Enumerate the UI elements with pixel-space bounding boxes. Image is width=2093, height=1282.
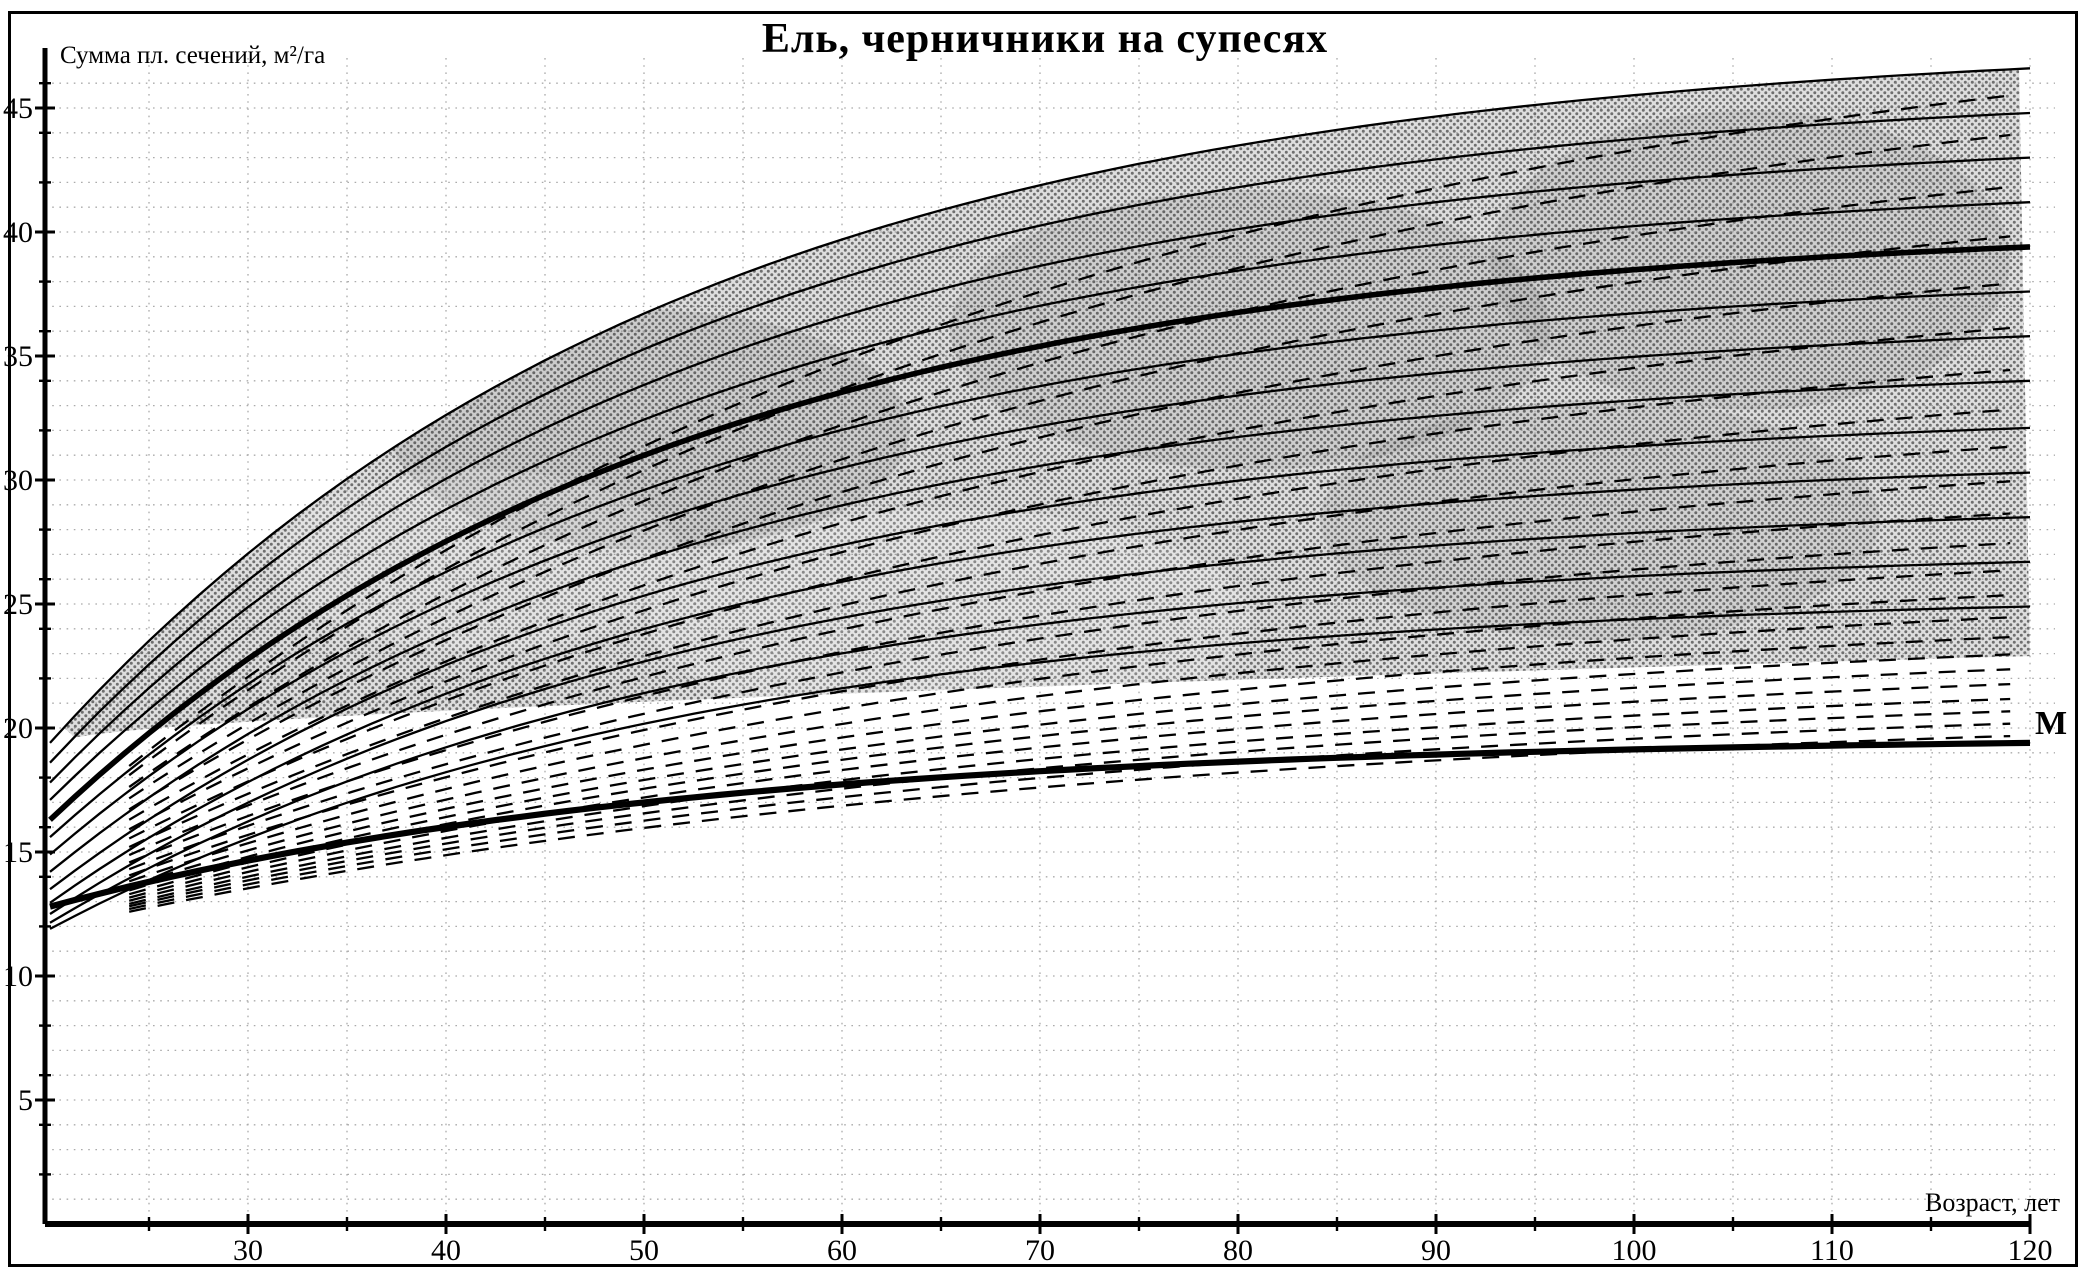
dashed-curve (128, 408, 2011, 840)
dashed-curve (128, 480, 2011, 857)
x-tick-label: 60 (827, 1234, 857, 1267)
mean-curve-upper (48, 244, 2031, 822)
solid-curve (49, 605, 2031, 930)
x-tick-label: 90 (1421, 1234, 1451, 1267)
solid-curve (49, 560, 2031, 924)
solid-curve (49, 290, 2031, 838)
solid-curve-family (49, 67, 2031, 930)
ticks (35, 81, 2032, 1234)
solid-curve (49, 471, 2031, 904)
dashed-curve (128, 616, 2011, 888)
dashed-curve (128, 368, 2011, 831)
dashed-curve (128, 235, 2011, 800)
y-tick-label: 5 (18, 1084, 33, 1117)
dashed-curve (128, 697, 2011, 906)
solid-curve (49, 111, 2031, 764)
dashed-curve (128, 722, 2011, 911)
mean-curve-m (49, 739, 2031, 910)
y-axis-label: Сумма пл. сечений, м²/га (60, 42, 326, 69)
dashed-curve (128, 653, 2011, 896)
figure-border (8, 11, 2078, 1267)
solid-curve (49, 516, 2031, 915)
dashed-curve (128, 710, 2011, 908)
solid-curve (49, 379, 2031, 873)
solid-curve (49, 156, 2031, 784)
solid-curve (49, 335, 2031, 856)
axes (42, 48, 2030, 1227)
x-tick-label: 120 (2008, 1234, 2053, 1267)
shaded-band (63, 68, 2030, 738)
solid-curve (49, 426, 2031, 891)
chart-title: Ель, черничники на супесях (761, 16, 1329, 62)
dashed-curve (128, 569, 2011, 877)
x-tick-label: 100 (1612, 1234, 1657, 1267)
dashed-curve (128, 326, 2011, 821)
x-tick-label: 70 (1025, 1234, 1055, 1267)
x-axis-label: Возраст, лет (1925, 1188, 2060, 1217)
mean-curve-label: M (2035, 705, 2068, 742)
dashed-curve (128, 593, 2011, 883)
x-tick-label: 40 (431, 1234, 461, 1267)
solid-curve (49, 201, 2031, 801)
dashed-curve (128, 512, 2011, 864)
x-tick-label: 80 (1223, 1234, 1253, 1267)
dashed-curve (128, 635, 2011, 892)
dashed-curve (128, 282, 2011, 811)
solid-curve (49, 67, 2031, 744)
dashed-curve (128, 541, 2011, 871)
dashed-curve (128, 445, 2011, 849)
x-tick-label: 50 (629, 1234, 659, 1267)
dashed-curve (128, 682, 2011, 902)
x-tick-label: 110 (1810, 1234, 1854, 1267)
dashed-curve (128, 94, 2011, 767)
x-tick-label: 30 (233, 1234, 263, 1267)
